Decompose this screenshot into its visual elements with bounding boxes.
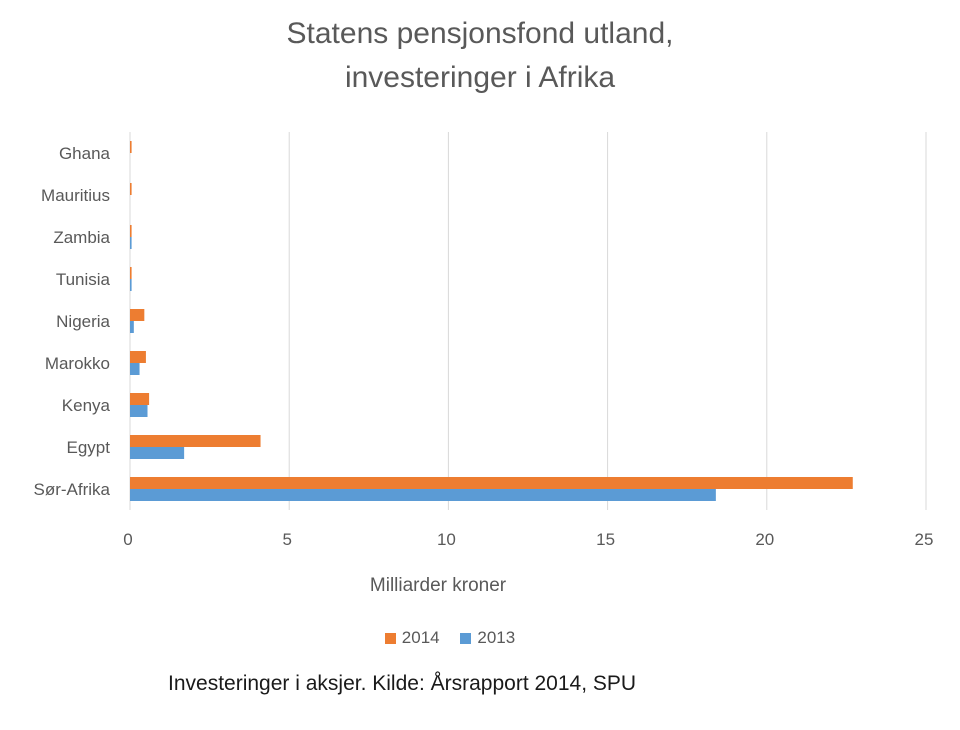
- bar-2013-nigeria: [130, 321, 134, 333]
- chart-title-line-2: investeringer i Afrika: [344, 61, 616, 94]
- bar-2013-egypt: [130, 447, 185, 459]
- x-tick-label: 15: [596, 530, 615, 549]
- legend-swatch-2013: [460, 633, 472, 644]
- category-label: Nigeria: [56, 312, 110, 331]
- bar-2014-ghana: [130, 141, 132, 153]
- x-tick-label: 5: [282, 530, 291, 549]
- source-caption: Investeringer i aksjer. Kilde: Årsrappor…: [168, 672, 637, 695]
- category-label: Egypt: [67, 438, 111, 457]
- legend-label-2014: 2014: [401, 628, 440, 647]
- bar-2014-zambia: [130, 225, 132, 237]
- category-label: Ghana: [59, 144, 111, 163]
- bar-2014-egypt: [130, 435, 261, 447]
- legend: 2014 2013: [0, 628, 900, 648]
- bar-2014-marokko: [130, 351, 146, 363]
- x-tick-label: 0: [123, 530, 132, 549]
- x-tick-label: 10: [437, 530, 456, 549]
- category-label: Kenya: [62, 396, 111, 415]
- gridlines: [129, 132, 927, 510]
- category-label: Marokko: [45, 354, 110, 373]
- bars: [130, 141, 853, 501]
- legend-item-2014: 2014: [384, 628, 440, 648]
- bar-2013-sør-afrika: [130, 489, 716, 501]
- bar-chart: Sør-Afrika Egypt Kenya Marokko Nigeria Tunisi…: [34, 132, 933, 549]
- category-label: Mauritius: [41, 186, 110, 205]
- x-tick-labels: 0 5 10 15 20 25: [123, 530, 933, 549]
- bar-2013-kenya: [130, 405, 148, 417]
- bar-2014-sør-afrika: [130, 477, 853, 489]
- category-label: Zambia: [53, 228, 110, 247]
- bar-2013-zambia: [130, 237, 132, 249]
- chart-title-line-1: Statens pensjonsfond utland,: [286, 17, 674, 50]
- category-labels: Sør-Afrika Egypt Kenya Marokko Nigeria Tunisi…: [34, 144, 111, 499]
- legend-swatch-2014: [384, 633, 396, 644]
- category-label: Tunisia: [56, 270, 111, 289]
- x-tick-label: 20: [755, 530, 774, 549]
- legend-item-2013: 2013: [460, 628, 515, 648]
- legend-label-2013: 2013: [477, 628, 516, 647]
- bar-2014-kenya: [130, 393, 150, 405]
- bar-2014-mauritius: [130, 183, 132, 195]
- x-tick-label: 25: [915, 530, 934, 549]
- chart-title: Statens pensjonsfond utland, investering…: [0, 12, 960, 100]
- x-axis-title: Milliarder kroner: [369, 575, 507, 596]
- bar-2014-tunisia: [130, 267, 132, 279]
- bar-2014-nigeria: [130, 309, 145, 321]
- category-label: Sør-Afrika: [34, 480, 111, 499]
- bar-2013-marokko: [130, 363, 140, 375]
- bar-2013-tunisia: [130, 279, 132, 291]
